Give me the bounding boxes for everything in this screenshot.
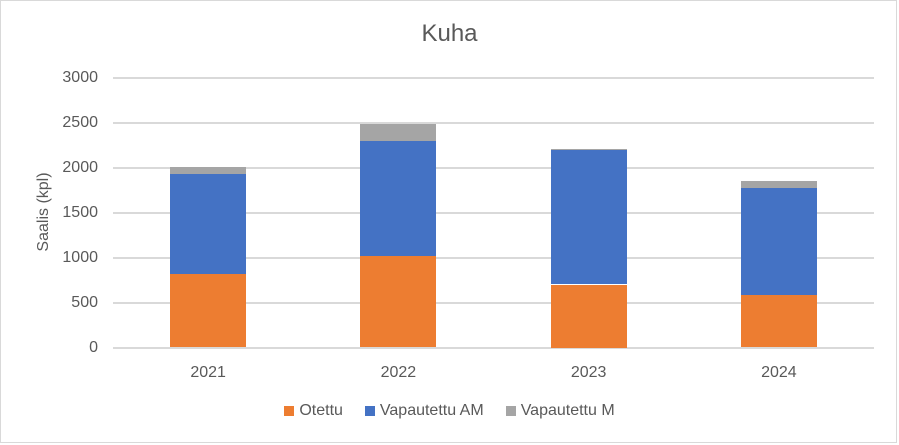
bar-segment[interactable]	[740, 295, 817, 348]
legend-swatch	[364, 406, 375, 416]
legend: Otettu Vapautettu AM Vapautettu M	[0, 402, 899, 420]
y-tick-label: 2500	[62, 113, 98, 131]
bar-segment[interactable]	[360, 124, 437, 142]
y-tick-label: 1500	[62, 203, 98, 221]
chart-title: Kuha	[421, 20, 478, 47]
gridline	[113, 346, 874, 349]
gridline	[113, 211, 874, 214]
gridline	[113, 256, 874, 259]
gridline	[113, 301, 874, 304]
legend-swatch	[284, 406, 295, 416]
x-tick-label: 2021	[190, 364, 226, 381]
legend-item-vapautettu-m[interactable]: Vapautettu M	[505, 402, 615, 420]
legend-label: Vapautettu AM	[379, 402, 484, 419]
x-tick-label: 2023	[570, 364, 607, 381]
bar-segment[interactable]	[360, 141, 437, 256]
y-tick-label: 2000	[62, 158, 98, 176]
bar-segment[interactable]	[170, 166, 247, 174]
x-tick-label: 2024	[761, 364, 797, 381]
bar-segment[interactable]	[170, 273, 247, 348]
gridline	[113, 166, 874, 169]
legend-label: Vapautettu M	[520, 402, 615, 419]
legend-swatch	[505, 406, 516, 416]
bar-segment[interactable]	[550, 284, 627, 348]
x-tick-label: 2022	[380, 364, 417, 381]
gridline	[113, 76, 874, 79]
bar-segment[interactable]	[360, 255, 437, 348]
legend-label: Otettu	[299, 402, 343, 419]
y-tick-label: 0	[89, 338, 98, 356]
bar-segment[interactable]	[550, 148, 627, 151]
y-tick-label: 1000	[62, 248, 98, 266]
gridline	[113, 121, 874, 124]
bar-segment[interactable]	[740, 188, 817, 296]
bar-segment[interactable]	[170, 173, 247, 274]
y-tick-label: 500	[71, 293, 98, 311]
bar-segment[interactable]	[740, 181, 817, 189]
legend-item-otettu[interactable]: Otettu	[284, 402, 343, 420]
bar-segment[interactable]	[550, 150, 627, 285]
y-tick-label: 3000	[62, 68, 98, 86]
legend-item-vapautettu-am[interactable]: Vapautettu AM	[364, 402, 484, 420]
